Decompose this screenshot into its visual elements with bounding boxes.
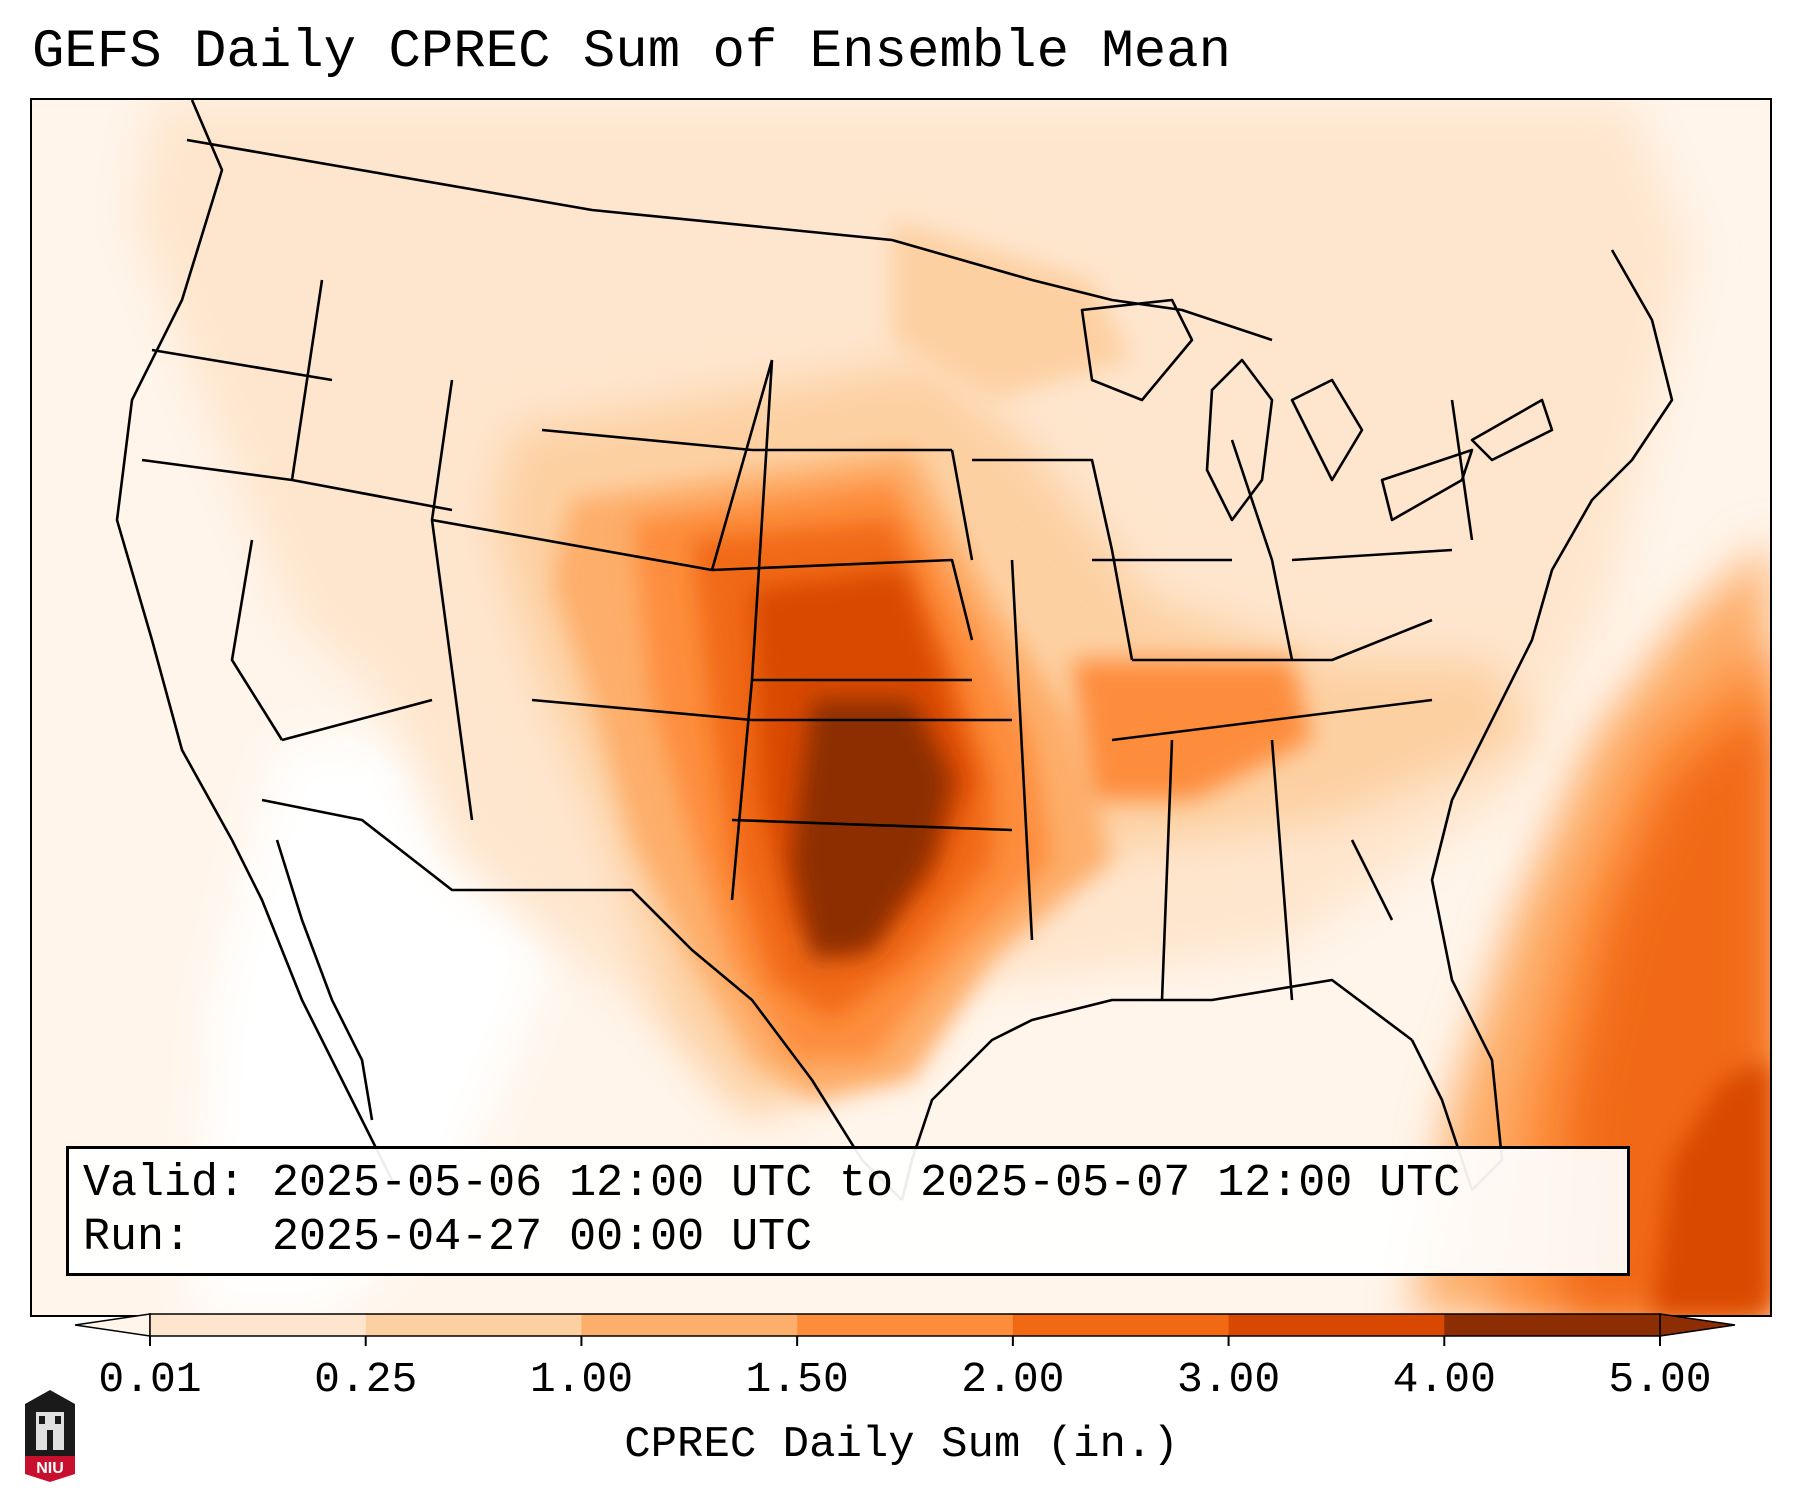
colorbar-extend-max [1659,1313,1736,1337]
colorbar-tick-label: 1.00 [529,1355,634,1404]
valid-label: Valid: [83,1158,246,1209]
colorbar-segment [581,1314,798,1336]
logo-text: NIU [36,1460,64,1477]
great-lakes [1080,298,1554,522]
precip-field [32,100,1770,1315]
colorbar-tick-label: 0.01 [98,1355,202,1404]
colorbar-segment [1444,1314,1661,1336]
run-label: Run: [83,1212,192,1263]
colorbar-tick-label: 0.25 [314,1355,418,1404]
page-title: GEFS Daily CPREC Sum of Ensemble Mean [32,22,1231,83]
state-lines [141,279,1474,1001]
run-value: 2025-04-27 00:00 UTC [272,1212,813,1263]
valid-line: Valid: 2025-05-06 12:00 UTC to 2025-05-0… [83,1157,1613,1211]
colorbar [74,1313,1736,1346]
info-box: Valid: 2025-05-06 12:00 UTC to 2025-05-0… [66,1146,1630,1276]
mexico-border [261,798,903,1201]
colorbar-segment [1228,1314,1445,1336]
colorbar-tick-label: 4.00 [1392,1355,1496,1404]
colorbar-outline [149,1313,1661,1337]
colorbar-segments [74,1313,1736,1337]
precip-map[interactable] [30,98,1772,1317]
colorbar-tick-label: 2.00 [961,1355,1065,1404]
niu-logo: NIU [25,1390,75,1482]
west-coastline [115,100,394,1181]
colorbar-segment [150,1314,367,1336]
colorbar-extend-min [74,1313,151,1337]
valid-value: 2025-05-06 12:00 UTC to 2025-05-07 12:00… [272,1158,1461,1209]
colorbar-tick-label: 3.00 [1176,1355,1281,1404]
colorbar-tick-label: 1.50 [745,1355,849,1404]
run-line: Run: 2025-04-27 00:00 UTC [83,1211,1613,1265]
colorbar-ticks [149,1336,1661,1346]
map-svg [32,100,1770,1315]
colorbar-label: CPREC Daily Sum (in.) [624,1420,1179,1470]
canada-border [186,138,1273,342]
colorbar-segment [797,1314,1014,1336]
baja-coastline [275,839,374,1121]
colorbar-tick-label: 5.00 [1608,1355,1712,1404]
colorbar-segment [1012,1314,1230,1336]
colorbar-segment [365,1314,582,1336]
